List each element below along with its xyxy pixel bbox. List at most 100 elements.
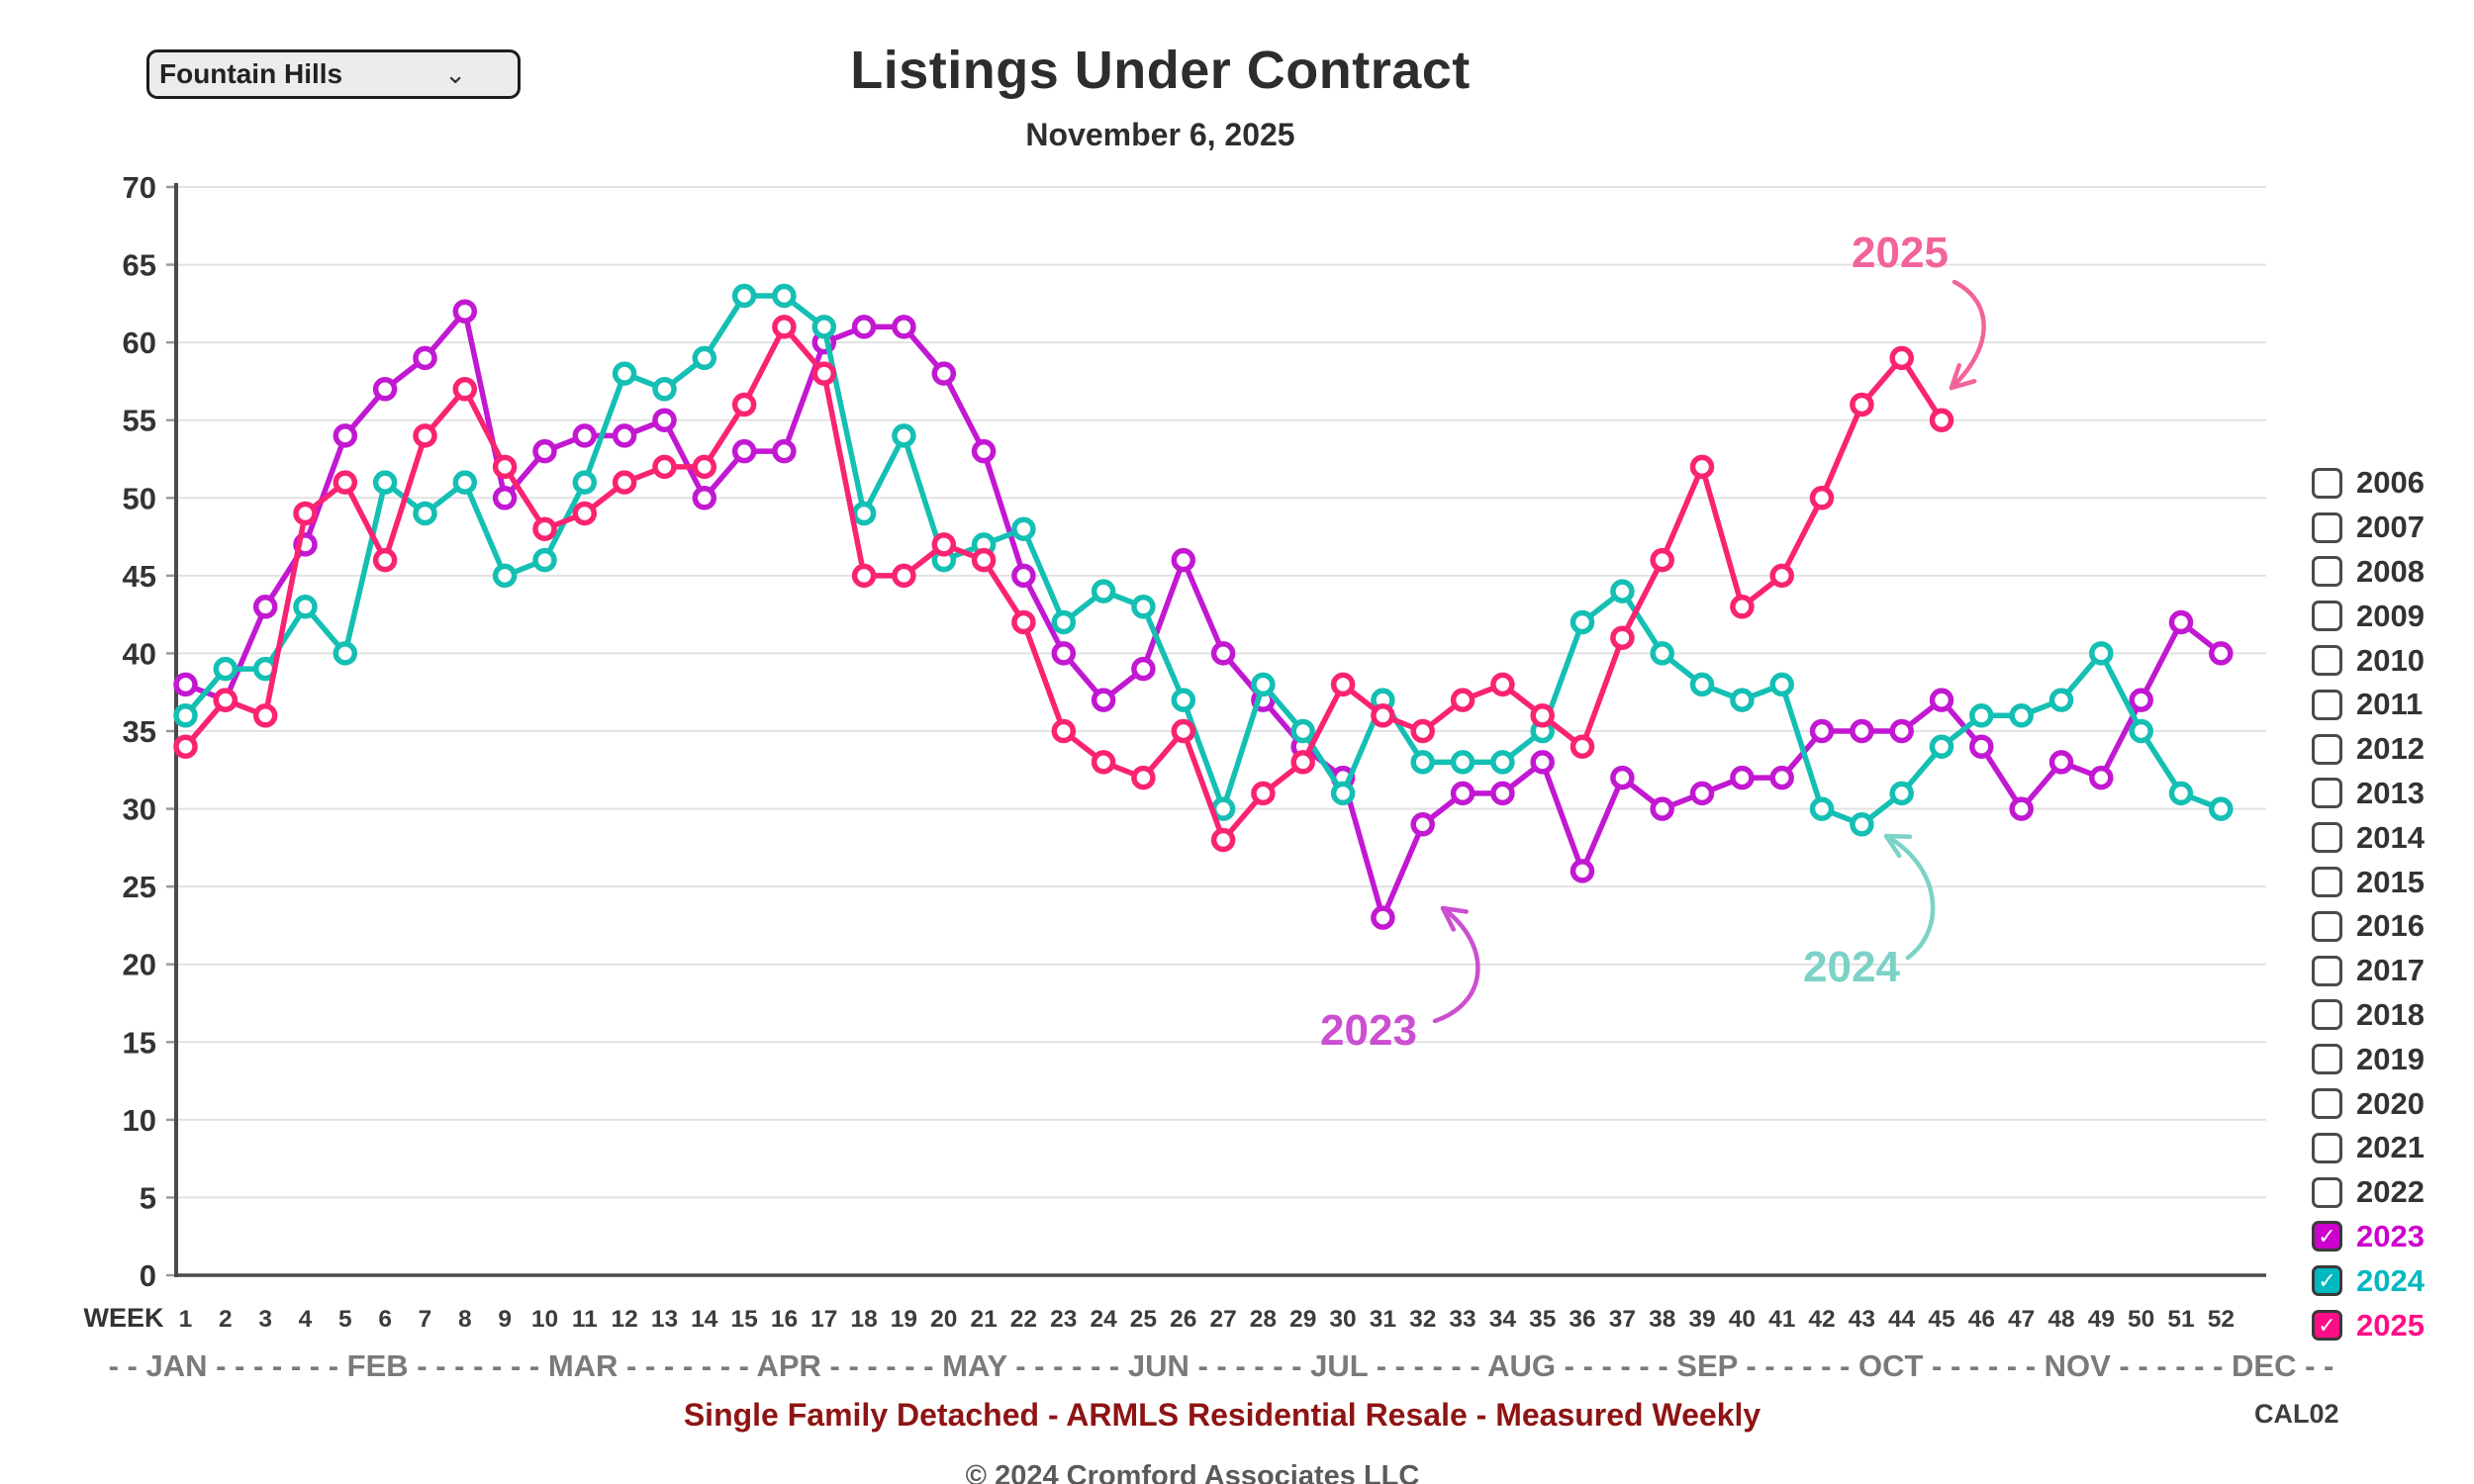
svg-text:20: 20 — [123, 948, 156, 982]
svg-text:30: 30 — [1329, 1306, 1356, 1333]
axes — [174, 183, 2266, 1277]
svg-text:55: 55 — [123, 404, 156, 438]
data-point — [1251, 781, 1276, 806]
data-point — [692, 454, 717, 480]
data-point — [1410, 812, 1435, 837]
svg-text:33: 33 — [1449, 1306, 1475, 1333]
data-point — [1610, 765, 1635, 790]
legend-checkbox-2012[interactable] — [2312, 733, 2342, 765]
data-point — [413, 345, 437, 371]
data-point — [1610, 579, 1635, 603]
data-point — [1210, 827, 1236, 853]
legend-label-2025: 2025 — [2356, 1307, 2425, 1343]
data-point — [652, 377, 677, 402]
data-point — [1171, 547, 1196, 573]
data-point — [1490, 750, 1515, 775]
svg-text:40: 40 — [1729, 1306, 1756, 1333]
legend-row-2011: 2011 — [2312, 683, 2425, 727]
legend-checkbox-2018[interactable] — [2312, 999, 2342, 1031]
legend-checkbox-2025[interactable]: ✓ — [2312, 1310, 2342, 1342]
data-point — [692, 486, 717, 510]
svg-text:22: 22 — [1010, 1306, 1037, 1333]
data-point — [1290, 718, 1315, 744]
footer-description: Single Family Detached - ARMLS Residenti… — [683, 1397, 1761, 1433]
svg-text:43: 43 — [1849, 1306, 1875, 1333]
legend-checkbox-2013[interactable] — [2312, 778, 2342, 809]
svg-text:27: 27 — [1209, 1306, 1236, 1333]
legend-checkbox-2023[interactable]: ✓ — [2312, 1221, 2342, 1252]
legend-row-2014: 2014 — [2312, 815, 2425, 860]
svg-text:31: 31 — [1370, 1306, 1396, 1333]
legend-label-2020: 2020 — [2356, 1085, 2425, 1121]
data-point — [1410, 718, 1435, 744]
data-point — [612, 423, 637, 448]
data-point — [1850, 392, 1874, 417]
legend-checkbox-2008[interactable] — [2312, 556, 2342, 588]
data-point — [333, 423, 358, 448]
legend-checkbox-2007[interactable] — [2312, 511, 2342, 543]
svg-text:47: 47 — [2008, 1306, 2035, 1333]
legend-label-2009: 2009 — [2356, 598, 2425, 633]
legend-checkbox-2019[interactable] — [2312, 1044, 2342, 1075]
svg-text:45: 45 — [1928, 1306, 1954, 1333]
data-point — [173, 734, 198, 759]
legend-checkbox-2024[interactable]: ✓ — [2312, 1265, 2342, 1297]
data-point — [1530, 703, 1555, 728]
svg-text:4: 4 — [299, 1306, 313, 1333]
annotation-2025: 2025 — [1852, 229, 1986, 391]
data-point — [1610, 625, 1635, 650]
svg-text:35: 35 — [1529, 1306, 1556, 1333]
data-point — [293, 501, 318, 526]
legend-checkbox-2015[interactable] — [2312, 867, 2342, 898]
data-point — [372, 470, 398, 495]
data-point — [1371, 703, 1395, 728]
legend-checkbox-2020[interactable] — [2312, 1088, 2342, 1120]
data-point — [1091, 688, 1116, 712]
data-point — [1730, 765, 1755, 790]
svg-text:46: 46 — [1968, 1306, 1995, 1333]
city-dropdown[interactable]: Fountain Hills ⌄ — [146, 49, 521, 99]
svg-text:15: 15 — [123, 1025, 156, 1060]
svg-text:51: 51 — [2167, 1306, 2194, 1333]
month-band: - - JAN - - - - - - - FEB - - - - - - - … — [109, 1348, 2334, 1383]
data-point — [652, 454, 677, 480]
svg-text:65: 65 — [123, 248, 156, 283]
data-point — [971, 438, 997, 464]
legend-checkbox-2006[interactable] — [2312, 467, 2342, 499]
legend-label-2016: 2016 — [2356, 908, 2425, 944]
legend-label-2021: 2021 — [2356, 1130, 2425, 1165]
legend-checkbox-2016[interactable] — [2312, 910, 2342, 942]
legend-label-2010: 2010 — [2356, 642, 2425, 678]
gridlines — [166, 185, 2266, 1277]
legend-row-2021: 2021 — [2312, 1126, 2425, 1170]
data-point — [2089, 641, 2114, 666]
svg-text:23: 23 — [1050, 1306, 1077, 1333]
data-point — [1650, 641, 1674, 666]
legend-checkbox-2011[interactable] — [2312, 689, 2342, 720]
svg-text:40: 40 — [123, 636, 156, 671]
legend-checkbox-2017[interactable] — [2312, 955, 2342, 986]
data-point — [1850, 812, 1874, 837]
legend-label-2017: 2017 — [2356, 953, 2425, 988]
data-point — [2009, 703, 2034, 728]
legend-label-2022: 2022 — [2356, 1174, 2425, 1210]
data-point — [2129, 718, 2153, 744]
svg-text:42: 42 — [1808, 1306, 1835, 1333]
data-point — [1689, 781, 1715, 806]
data-point — [213, 656, 238, 682]
legend-checkbox-2010[interactable] — [2312, 645, 2342, 677]
svg-text:20: 20 — [930, 1306, 957, 1333]
data-point — [1290, 750, 1315, 775]
data-point — [1809, 486, 1835, 510]
legend-checkbox-2009[interactable] — [2312, 601, 2342, 632]
legend-label-2007: 2007 — [2356, 510, 2425, 545]
legend-checkbox-2022[interactable] — [2312, 1176, 2342, 1208]
legend-row-2022: 2022 — [2312, 1170, 2425, 1215]
data-point — [652, 408, 677, 432]
data-point — [1330, 672, 1356, 697]
data-point — [213, 688, 238, 712]
legend-checkbox-2014[interactable] — [2312, 822, 2342, 854]
data-point — [452, 470, 478, 495]
legend-label-2011: 2011 — [2356, 687, 2424, 722]
legend-checkbox-2021[interactable] — [2312, 1132, 2342, 1163]
